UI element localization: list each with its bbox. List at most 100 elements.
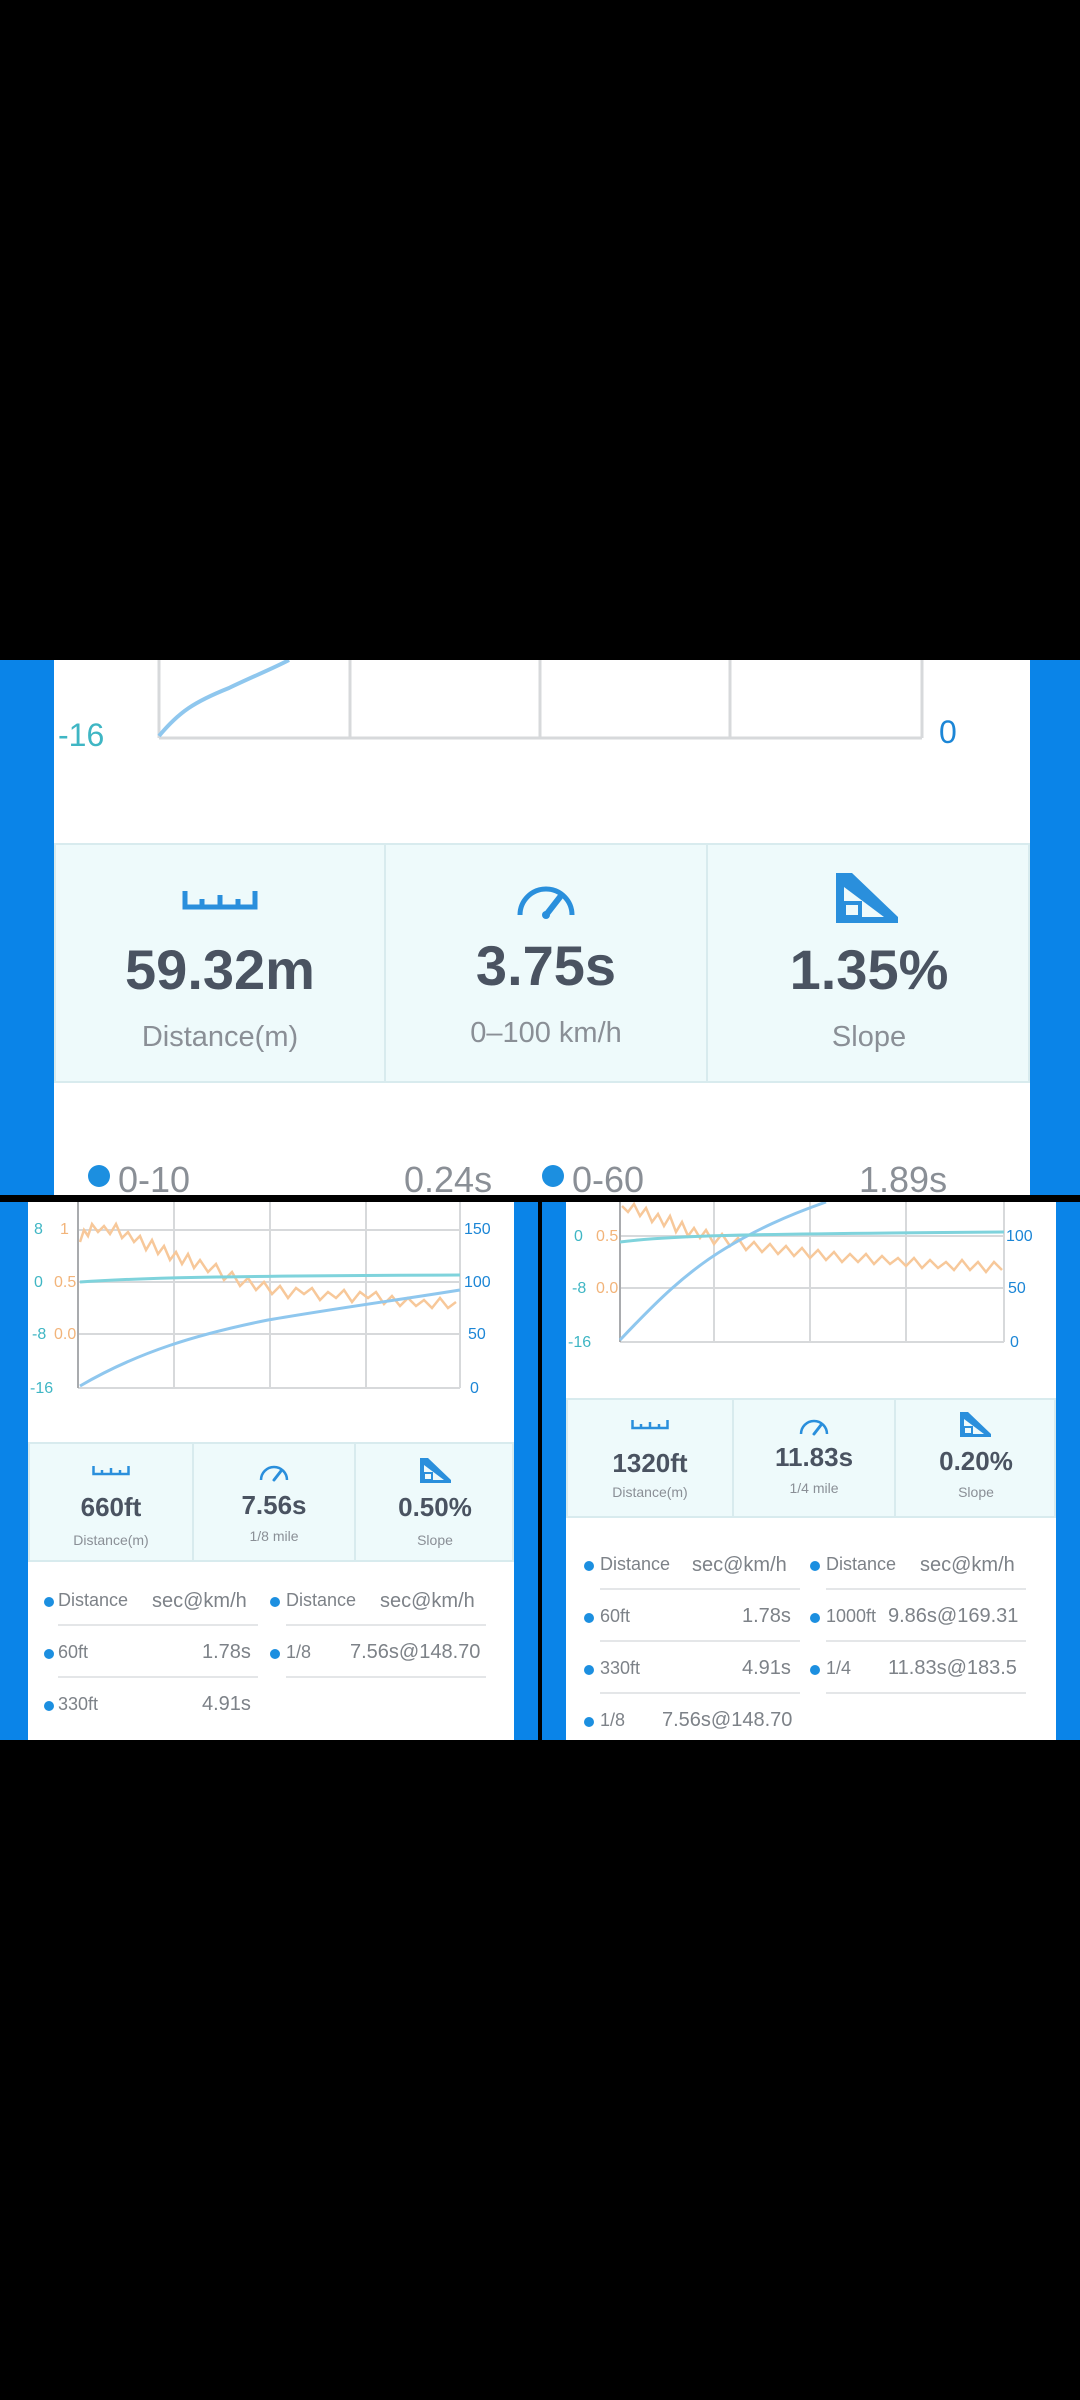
left-stat-slope-value: 0.50%: [398, 1492, 472, 1522]
split-dot: [88, 1165, 110, 1187]
top-stat-distance: 59.32m Distance(m): [56, 845, 384, 1081]
bullet-dot: [810, 1665, 820, 1675]
split-row-value: 7.56s@148.70: [350, 1641, 481, 1663]
y-accel-tick: 0.0: [54, 1326, 76, 1343]
top-chart: -16 0: [58, 660, 957, 753]
y-left-tick: 0: [34, 1274, 43, 1291]
y-left-tick: 0: [574, 1228, 583, 1245]
row-divider: [826, 1588, 1026, 1590]
left-stat-distance: 660ft Distance(m): [30, 1444, 192, 1560]
split-row-value: 7.56s@148.70: [662, 1709, 793, 1731]
slope-icon: [420, 1458, 451, 1483]
row-divider: [58, 1676, 258, 1678]
right-stat-time-label: 1/4 mile: [789, 1480, 839, 1496]
right-stats-box: 1320ft Distance(m) 11.83s 1/4 mile 0.20%…: [566, 1398, 1056, 1518]
accel-trace: [621, 1202, 1003, 1275]
y-right-tick: 0: [1010, 1334, 1019, 1351]
split-row-value: 1.78s: [742, 1605, 791, 1627]
altitude-trace: [619, 1230, 1005, 1244]
table-header-name: Distance: [826, 1554, 897, 1574]
slope-icon: [836, 873, 898, 923]
top-chart-right-label: 0: [939, 714, 957, 750]
split-time: 1.89s: [859, 1159, 948, 1200]
split-row-name: 60ft: [58, 1642, 89, 1662]
speedometer-icon: [799, 1419, 829, 1436]
divider: [706, 845, 708, 1081]
row-divider: [286, 1624, 486, 1626]
table-header-value: sec@km/h: [692, 1554, 787, 1576]
left-panel-blue-edge-right: [514, 1202, 538, 1740]
y-left-tick: -16: [568, 1334, 591, 1351]
y-right-tick: 100: [464, 1274, 491, 1291]
divider: [894, 1400, 896, 1516]
slope-icon: [960, 1412, 991, 1437]
right-stat-time: 11.83s 1/4 mile: [734, 1400, 894, 1516]
y-right-tick: 50: [468, 1326, 486, 1343]
y-left-tick: 8: [34, 1221, 43, 1238]
right-chart: 0 -8 -16 0.5 0.0 100 50 0: [568, 1202, 1033, 1351]
table-header-name: Distance: [58, 1590, 129, 1610]
right-stat-slope-label: Slope: [958, 1484, 994, 1500]
row-divider: [600, 1640, 800, 1642]
bullet-dot: [584, 1561, 594, 1571]
bullet-dot: [810, 1561, 820, 1571]
bullet-dot: [44, 1597, 54, 1607]
left-stat-slope: 0.50% Slope: [356, 1444, 514, 1560]
top-stat-distance-value: 59.32m: [125, 938, 315, 1001]
top-right-blue-edge: [1030, 660, 1080, 1195]
top-stat-distance-label: Distance(m): [141, 1021, 299, 1053]
bullet-dot: [44, 1701, 54, 1711]
bullet-dot: [810, 1613, 820, 1623]
top-stat-slope: 1.35% Slope: [708, 845, 1030, 1081]
y-right-tick: 50: [1008, 1280, 1026, 1297]
left-chart: 8 0 -8 -16 1 0.5 0.0 150 100 50 0: [30, 1202, 491, 1397]
bullet-dot: [270, 1649, 280, 1659]
table-header-value: sec@km/h: [920, 1554, 1015, 1576]
right-panel-blue-edge-right: [1056, 1202, 1080, 1740]
row-divider: [600, 1588, 800, 1590]
left-split-table: Distance sec@km/h Distance sec@km/h 60ft…: [28, 1590, 514, 1740]
speedometer-icon: [517, 886, 575, 919]
left-panel-blue-edge: [0, 1202, 28, 1740]
split-row-name: 1000ft: [826, 1606, 877, 1626]
speedometer-icon: [259, 1465, 289, 1482]
bullet-dot: [584, 1613, 594, 1623]
bullet-dot: [44, 1649, 54, 1659]
divider: [354, 1444, 356, 1560]
top-left-blue-edge: [0, 660, 54, 1195]
left-stat-time-value: 7.56s: [241, 1490, 307, 1520]
ruler-icon: [631, 1420, 669, 1430]
right-stat-distance-value: 1320ft: [612, 1448, 688, 1478]
y-accel-tick: 0.5: [54, 1274, 76, 1291]
top-chart-left-label: -16: [58, 717, 104, 753]
row-divider: [826, 1692, 1026, 1694]
split-name: 0-60: [572, 1159, 645, 1200]
split-name: 0-10: [118, 1159, 191, 1200]
split-row-name: 330ft: [600, 1658, 641, 1678]
left-stat-slope-label: Slope: [417, 1532, 453, 1548]
speed-curve: [157, 660, 290, 738]
top-stat-slope-label: Slope: [831, 1021, 907, 1053]
split-row-value: 4.91s: [202, 1693, 251, 1715]
top-stats-box: 59.32m Distance(m) 3.75s 0–100 km/h 1.35…: [54, 843, 1030, 1083]
divider: [384, 845, 386, 1081]
left-stat-distance-value: 660ft: [80, 1492, 142, 1522]
split-row-name: 1/8: [286, 1642, 312, 1662]
bullet-dot: [270, 1597, 280, 1607]
left-stat-time: 7.56s 1/8 mile: [194, 1444, 354, 1560]
split-row-value: 9.86s@169.31: [888, 1605, 1019, 1627]
y-left-tick: -8: [32, 1326, 46, 1343]
split-row-name: 1/8: [600, 1710, 626, 1730]
top-stat-accel: 3.75s 0–100 km/h: [386, 845, 706, 1081]
right-stat-distance-label: Distance(m): [612, 1484, 688, 1500]
y-right-tick: 150: [464, 1221, 491, 1238]
right-stat-slope: 0.20% Slope: [896, 1400, 1056, 1516]
speed-trace: [618, 1202, 827, 1342]
row-divider: [58, 1624, 258, 1626]
right-stat-slope-value: 0.20%: [939, 1446, 1013, 1476]
table-header-value: sec@km/h: [152, 1590, 247, 1612]
split-row-value: 1.78s: [202, 1641, 251, 1663]
split-dot: [542, 1165, 564, 1187]
y-left-tick: -16: [30, 1380, 53, 1397]
table-header-value: sec@km/h: [380, 1590, 475, 1612]
